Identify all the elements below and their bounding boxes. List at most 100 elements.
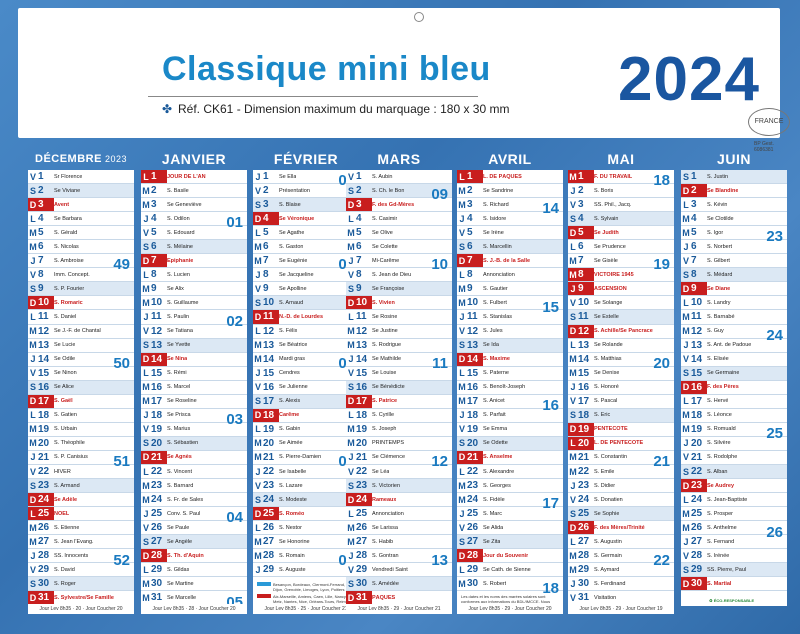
day-number: 8 xyxy=(578,269,584,281)
day-number: 26 xyxy=(356,522,368,534)
weekday-letter: S xyxy=(142,241,149,252)
day-number: 3 xyxy=(38,199,44,211)
day-cell: V 31 xyxy=(568,591,594,604)
weekday-letter: J xyxy=(30,452,36,463)
day-number: 5 xyxy=(151,227,157,239)
weekday-letter: M xyxy=(682,410,690,421)
day-row: S 9 S. P. Fourier xyxy=(28,282,134,297)
day-row: M 14 Mardi gras xyxy=(253,353,359,367)
day-number: 28 xyxy=(263,550,275,562)
day-row: V 17 S. Pascal xyxy=(568,395,674,409)
weekday-letter: M xyxy=(29,340,37,351)
day-number: 19 xyxy=(691,423,703,435)
day-number: 28 xyxy=(38,550,50,562)
day-row: L 15 S. Rémi xyxy=(141,367,247,381)
day-number: 5 xyxy=(38,227,44,239)
saint-name: Se Françoise xyxy=(372,285,405,292)
day-number: 1 xyxy=(467,171,473,183)
day-number: 6 xyxy=(151,241,157,253)
day-cell: M 28 xyxy=(253,549,279,562)
day-cell: D 31 xyxy=(28,591,54,605)
day-number: 2 xyxy=(151,185,157,197)
day-row: V 23 S. Lazare xyxy=(253,479,359,494)
day-cell: M 12 xyxy=(681,325,707,338)
weekday-letter: M xyxy=(254,550,262,561)
day-cell: L 19 xyxy=(253,423,279,436)
day-row: J 13 S. Ant. de Padoue xyxy=(681,339,787,353)
weekday-letter: V xyxy=(569,199,576,210)
saint-name: Se Yvette xyxy=(167,342,191,349)
weekday-letter: V xyxy=(569,396,576,407)
saint-name: S. P. Canisius xyxy=(54,454,88,461)
day-row: V 29 S. David xyxy=(28,563,134,578)
day-cell: S 30 xyxy=(346,577,372,590)
day-number: 17 xyxy=(356,395,368,407)
week-number: 25 xyxy=(766,425,783,443)
weekday-letter: J xyxy=(459,213,465,224)
weekday-letter: M xyxy=(682,424,690,435)
day-number: 8 xyxy=(356,269,362,281)
weekday-letter: M xyxy=(254,255,262,266)
day-number: 15 xyxy=(691,367,703,379)
day-cell: D 16 xyxy=(681,380,707,394)
weekday-letter: V xyxy=(29,368,36,379)
day-number: 18 xyxy=(263,409,275,421)
day-row: V 8 S. Jean de Dieu xyxy=(346,268,452,283)
saint-name: SS. Pierre, Paul xyxy=(707,566,747,573)
day-cell: J 25 xyxy=(457,507,483,520)
day-row: M 25 S. Prosper xyxy=(681,507,787,522)
day-cell: M 30 xyxy=(141,577,167,590)
saint-name: Se Louise xyxy=(372,370,397,377)
day-number: 24 xyxy=(38,494,50,506)
weekday-letter: L xyxy=(570,536,576,547)
saint-name: Se Judith xyxy=(594,229,619,236)
day-row: D 16 F. des Pères xyxy=(681,380,787,395)
saint-name: S. Daniel xyxy=(54,313,77,320)
day-number: 27 xyxy=(151,536,163,548)
saint-name: S. Vincent xyxy=(167,468,192,475)
day-number: 24 xyxy=(467,494,479,506)
day-cell: M 25 xyxy=(681,507,707,520)
weekday-letter: S xyxy=(347,578,354,589)
day-number: 31 xyxy=(151,592,163,604)
weekday-letter: V xyxy=(347,269,354,280)
week-number: 16 xyxy=(542,396,559,414)
day-row: L 20 L. DE PENTECÔTE xyxy=(568,436,674,451)
day-row: J 21 Se Clémence xyxy=(346,451,452,465)
day-number: 10 xyxy=(467,297,479,309)
day-cell: S 27 xyxy=(457,535,483,548)
week-number: 12 xyxy=(431,453,448,471)
saint-name: S. Didier xyxy=(594,482,616,489)
day-number: 15 xyxy=(263,367,275,379)
day-row: V 1 S. Aubin xyxy=(346,170,452,185)
day-number: 7 xyxy=(691,255,697,267)
zone-swatch xyxy=(257,581,271,586)
day-cell: J 30 xyxy=(568,577,594,590)
day-row: L 8 Annonciation xyxy=(457,268,563,283)
day-row: M 23 S. Barnard xyxy=(141,479,247,494)
day-cell: J 16 xyxy=(568,381,594,394)
day-number: 22 xyxy=(691,466,703,477)
day-number: 24 xyxy=(578,494,590,506)
day-number: 3 xyxy=(356,199,362,211)
weekday-letter: V xyxy=(458,326,465,337)
saint-name: NOËL xyxy=(54,510,70,517)
day-row: L 13 Se Rolande xyxy=(568,339,674,353)
day-number: 7 xyxy=(356,255,362,267)
day-cell: L 11 xyxy=(28,310,54,323)
day-row: S 16 Se Bénédicte xyxy=(346,380,452,395)
day-cell: J 28 xyxy=(28,549,54,562)
weekday-letter: L xyxy=(30,213,36,224)
saint-name: S. Odilon xyxy=(167,215,190,222)
weekday-letter: L xyxy=(348,213,354,224)
day-cell: D 28 xyxy=(141,549,167,563)
weekday-letter: D xyxy=(29,297,37,308)
